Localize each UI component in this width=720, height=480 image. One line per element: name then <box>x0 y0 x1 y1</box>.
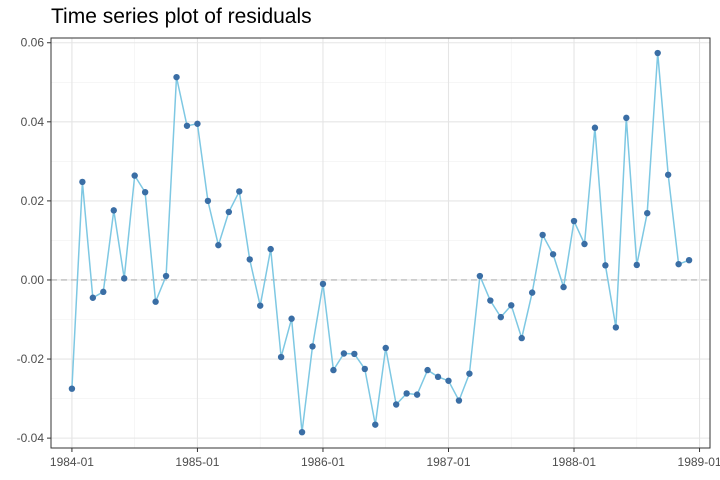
data-point <box>644 209 651 217</box>
data-point <box>257 302 264 309</box>
data-point <box>518 334 525 342</box>
y-tick-label: 0.06 <box>21 36 45 50</box>
data-point <box>162 272 170 280</box>
plot-panel <box>51 38 710 448</box>
y-tick-label: 0.04 <box>21 115 45 129</box>
data-point <box>110 207 117 214</box>
data-point <box>382 344 389 352</box>
data-point <box>539 231 546 239</box>
x-tick-label: 1985-01 <box>175 455 219 469</box>
x-tick-label: 1987-01 <box>426 455 470 469</box>
data-point <box>361 365 369 373</box>
data-point <box>445 377 452 384</box>
data-point <box>236 188 243 195</box>
data-point <box>288 315 295 322</box>
data-point <box>204 197 212 205</box>
x-tick-label: 1989-01 <box>678 455 720 469</box>
data-point <box>173 73 180 81</box>
data-point <box>225 208 233 216</box>
series-line <box>71 52 690 433</box>
data-point <box>455 397 463 404</box>
data-point <box>497 313 504 321</box>
data-point <box>654 49 661 57</box>
data-point <box>675 260 682 268</box>
data-point <box>141 188 149 196</box>
data-point <box>612 324 620 331</box>
data-point <box>340 350 348 357</box>
data-point <box>403 390 410 397</box>
data-point <box>100 288 107 296</box>
chart-title: Time series plot of residuals <box>51 5 312 28</box>
data-point <box>68 385 76 392</box>
data-point <box>623 114 630 122</box>
data-point <box>330 366 337 374</box>
data-point <box>570 217 578 225</box>
y-tick-label: 0.00 <box>21 273 45 287</box>
data-point <box>194 120 201 127</box>
data-point <box>392 401 400 408</box>
y-tick-label: 0.02 <box>21 194 45 208</box>
data-point <box>372 421 379 428</box>
data-point <box>466 370 473 377</box>
data-point <box>487 297 494 304</box>
x-tick-label: 1984-01 <box>50 455 94 469</box>
data-point <box>152 298 159 305</box>
data-point <box>89 294 97 301</box>
data-point <box>664 171 672 178</box>
data-point <box>121 275 128 282</box>
data-point <box>413 391 421 398</box>
data-point <box>560 283 567 291</box>
data-point <box>591 124 599 131</box>
data-point <box>549 251 557 258</box>
data-point <box>277 353 285 361</box>
data-point <box>476 272 484 280</box>
data-point <box>633 261 640 269</box>
data-point <box>508 302 515 309</box>
data-point <box>351 350 358 358</box>
data-point <box>215 241 222 249</box>
data-point <box>267 245 274 253</box>
data-point <box>298 428 306 436</box>
data-point <box>246 256 253 263</box>
data-point <box>309 343 316 350</box>
data-point <box>183 122 191 129</box>
plot-border <box>50 37 711 449</box>
data-point <box>602 262 609 269</box>
y-tick-label: -0.02 <box>17 352 45 366</box>
data-point <box>434 373 442 381</box>
x-tick-label: 1986-01 <box>301 455 345 469</box>
data-point <box>685 256 693 264</box>
data-point <box>424 366 431 374</box>
data-point <box>131 172 138 179</box>
data-point <box>581 240 588 248</box>
data-point <box>528 289 536 296</box>
data-point <box>319 280 327 288</box>
data-point <box>79 178 86 186</box>
y-tick-label: -0.04 <box>17 431 45 445</box>
x-tick-label: 1988-01 <box>552 455 596 469</box>
